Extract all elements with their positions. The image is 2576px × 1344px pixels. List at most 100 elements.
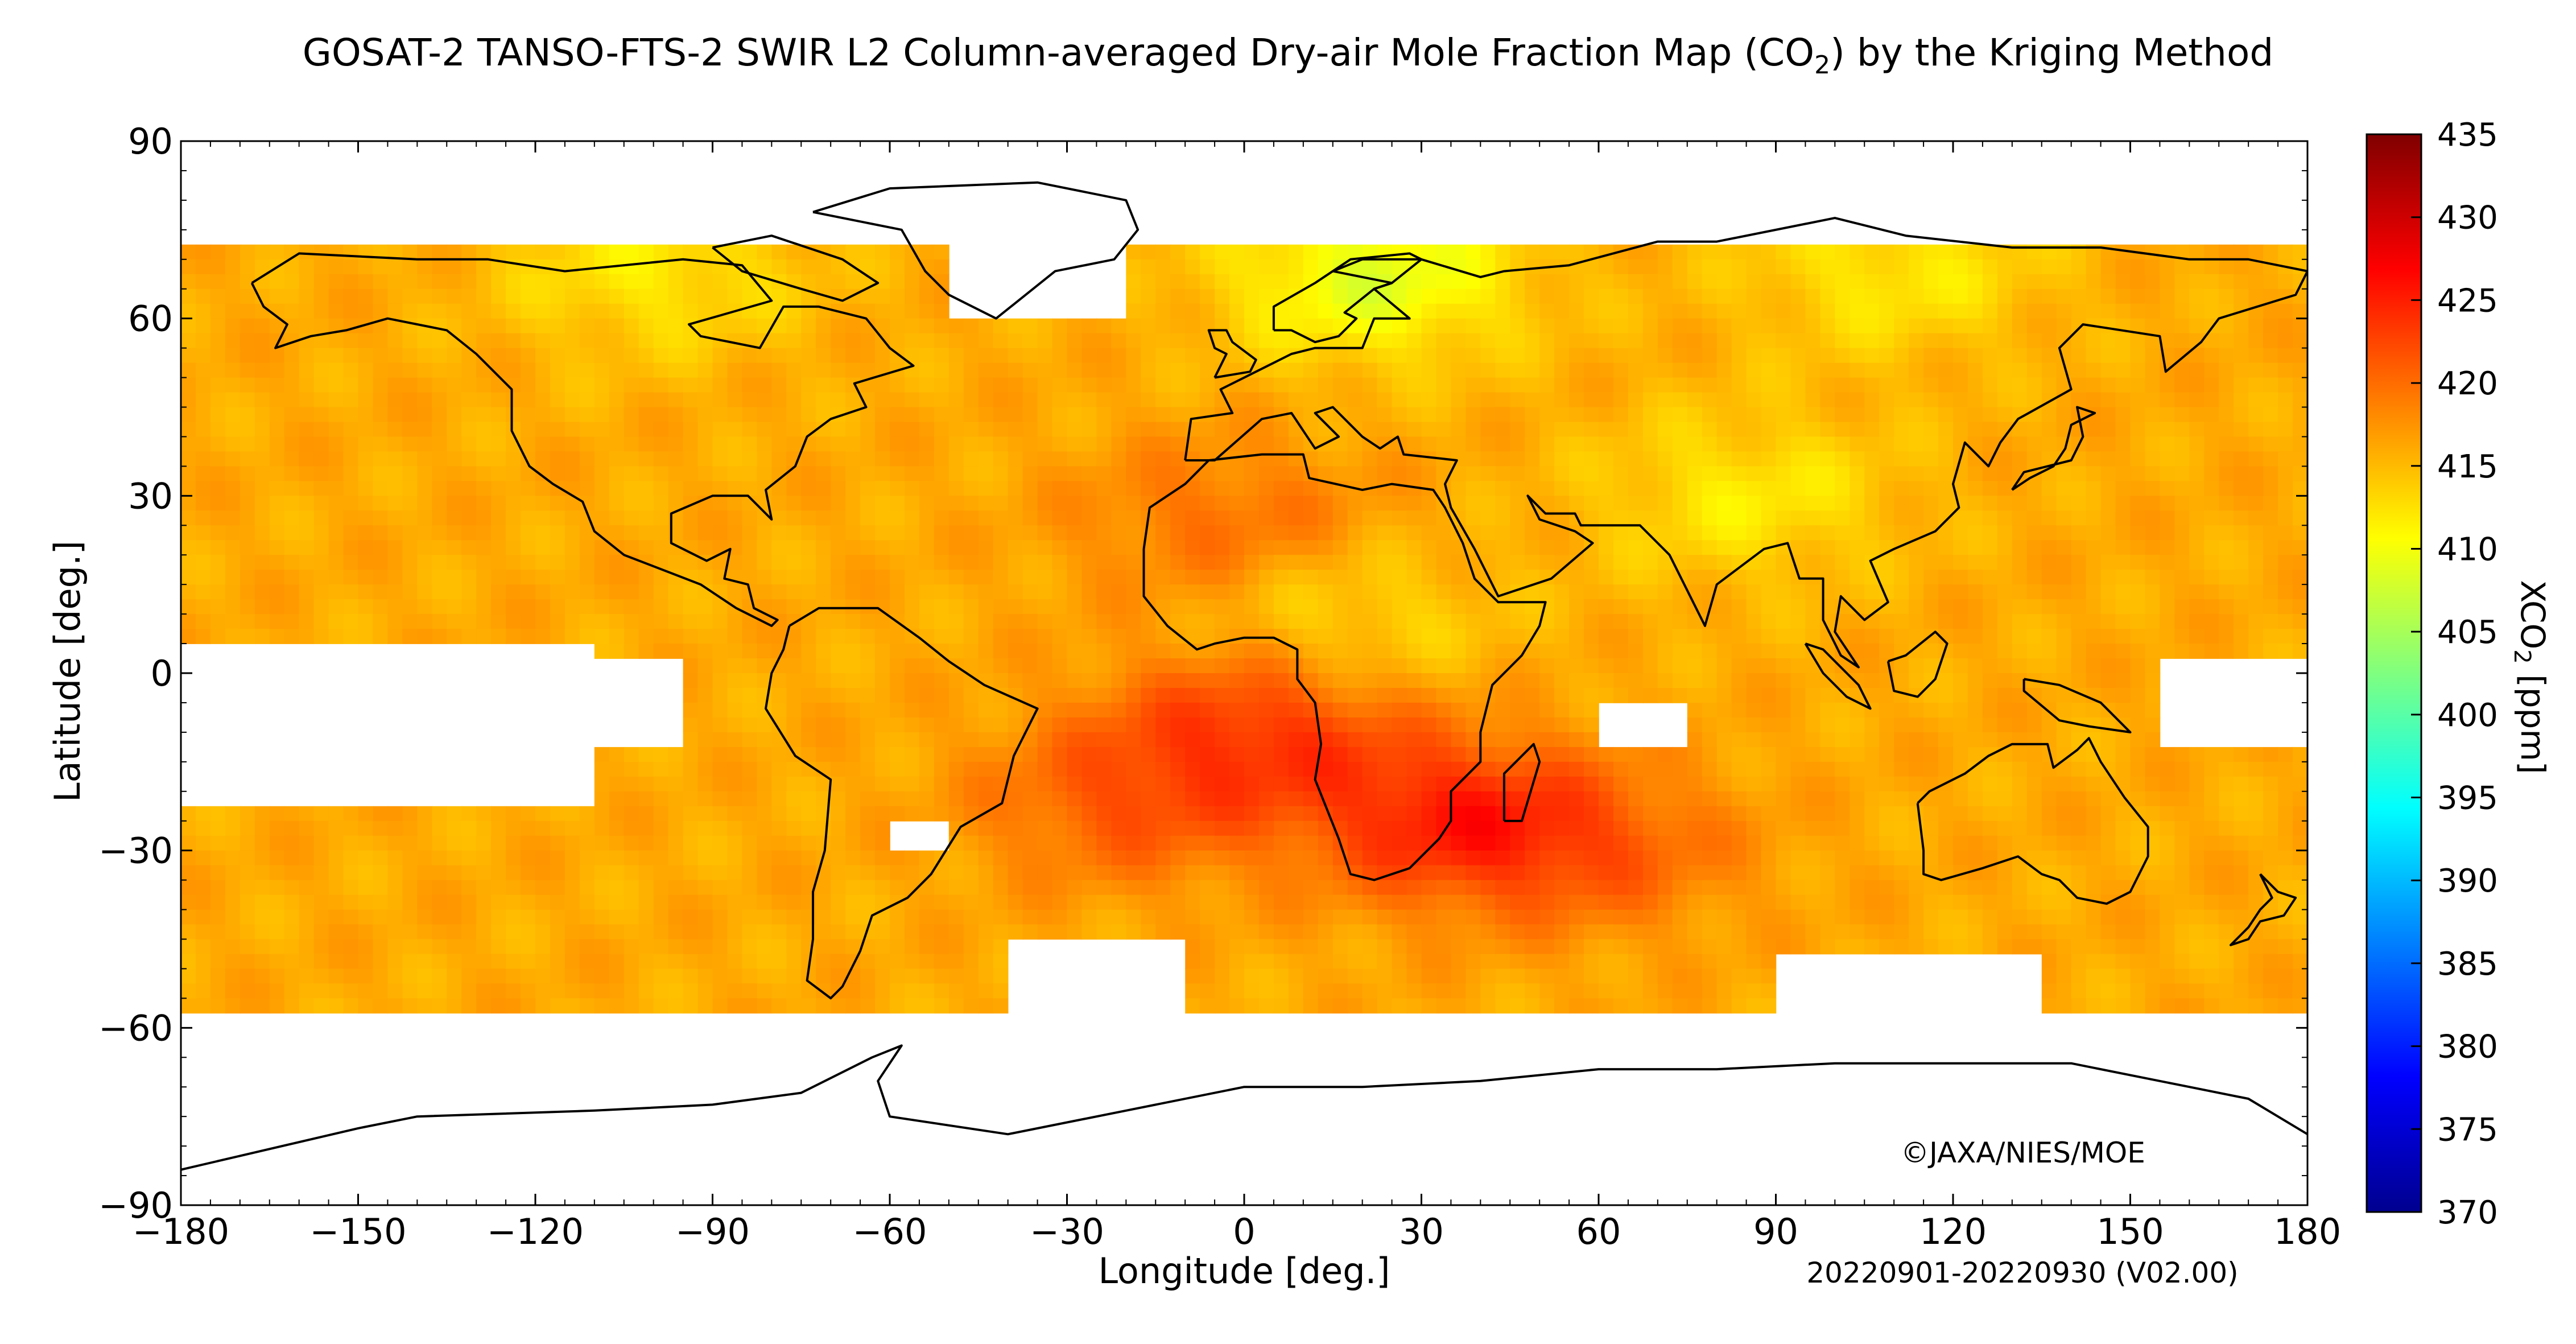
xco2-grid-cell: [1332, 629, 1348, 644]
xco2-grid-cell: [727, 481, 743, 497]
xco2-grid-cell: [1923, 614, 1939, 629]
xco2-grid-cell: [387, 599, 403, 615]
xco2-grid-cell: [1613, 614, 1629, 629]
xco2-grid-cell: [1820, 732, 1836, 748]
xco2-grid-cell: [712, 702, 728, 718]
xco2-grid-cell: [2145, 791, 2161, 807]
xco2-grid-cell: [1628, 791, 1644, 807]
xco2-grid-cell: [1923, 540, 1939, 556]
xco2-grid-cell: [1716, 732, 1732, 748]
xco2-grid-cell: [1569, 288, 1584, 304]
xco2-grid-cell: [2056, 629, 2072, 644]
xco2-grid-cell: [417, 466, 433, 482]
xco2-grid-cell: [1022, 747, 1038, 762]
xco2-grid-cell: [1273, 776, 1289, 792]
xco2-grid-cell: [1894, 599, 1909, 615]
xco2-grid-cell: [284, 510, 300, 526]
xco2-grid-cell: [1923, 362, 1939, 378]
xco2-grid-cell: [254, 481, 270, 497]
xco2-grid-cell: [1761, 555, 1777, 570]
xco2-grid-cell: [1746, 525, 1762, 541]
xco2-grid-cell: [1259, 688, 1274, 703]
xco2-grid-cell: [1554, 555, 1570, 570]
xco2-grid-cell: [1022, 629, 1038, 644]
xco2-grid-cell: [1746, 791, 1762, 807]
xco2-grid-cell: [210, 318, 226, 334]
xco2-grid-cell: [1318, 673, 1334, 689]
xco2-grid-cell: [875, 584, 890, 600]
xco2-grid-cell: [1259, 348, 1274, 364]
xco2-grid-cell: [447, 303, 463, 319]
xco2-grid-cell: [1436, 333, 1452, 349]
xco2-grid-cell: [2056, 644, 2072, 659]
xco2-grid-cell: [1185, 496, 1200, 512]
xco2-grid-cell: [875, 496, 890, 512]
xco2-grid-cell: [447, 362, 463, 378]
xco2-grid-cell: [845, 717, 861, 733]
xco2-grid-cell: [1170, 644, 1186, 659]
xco2-grid-cell: [1229, 392, 1245, 408]
xco2-grid-cell: [1687, 644, 1703, 659]
xco2-grid-cell: [934, 244, 950, 260]
xco2-grid-cell: [1421, 540, 1437, 556]
xco2-grid-cell: [1141, 732, 1157, 748]
xco2-grid-cell: [1716, 584, 1732, 600]
xco2-grid-cell: [1480, 644, 1496, 659]
xco2-grid-cell: [2026, 747, 2042, 762]
xco2-grid-cell: [1332, 614, 1348, 629]
xco2-grid-cell: [1569, 747, 1584, 762]
xco2-grid-cell: [2056, 525, 2072, 541]
xco2-grid-cell: [1303, 288, 1319, 304]
xco2-grid-cell: [1185, 732, 1200, 748]
xco2-grid-cell: [1244, 333, 1260, 349]
xco2-grid-cell: [1421, 658, 1437, 674]
xco2-grid-cell: [2189, 791, 2205, 807]
xco2-grid-cell: [313, 570, 329, 585]
xco2-grid-cell: [476, 259, 492, 275]
xco2-grid-cell: [1303, 555, 1319, 570]
xco2-grid-cell: [521, 496, 536, 512]
xco2-grid-cell: [343, 436, 359, 452]
xco2-grid-cell: [1170, 407, 1186, 423]
xco2-grid-cell: [697, 688, 713, 703]
xco2-grid-cell: [1850, 570, 1865, 585]
xco2-grid-cell: [2145, 688, 2161, 703]
xco2-grid-cell: [196, 584, 211, 600]
xco2-grid-cell: [2071, 288, 2087, 304]
xco2-grid-cell: [2041, 540, 2057, 556]
xco2-grid-cell: [1599, 570, 1614, 585]
xco2-grid-cell: [1244, 629, 1260, 644]
xco2-grid-cell: [978, 451, 994, 467]
xco2-grid-cell: [358, 362, 374, 378]
xco2-grid-cell: [447, 525, 463, 541]
xco2-grid-cell: [771, 436, 787, 452]
xco2-grid-cell: [358, 377, 374, 393]
xco2-grid-cell: [1864, 732, 1880, 748]
xco2-grid-cell: [1436, 481, 1452, 497]
xco2-grid-cell: [742, 377, 758, 393]
xco2-grid-cell: [1406, 348, 1422, 364]
xco2-grid-cell: [2115, 288, 2131, 304]
xco2-grid-cell: [550, 451, 565, 467]
xco2-grid-cell: [1362, 614, 1378, 629]
xco2-grid-cell: [1037, 717, 1053, 733]
xco2-grid-cell: [535, 540, 551, 556]
xco2-grid-cell: [1864, 584, 1880, 600]
xco2-grid-cell: [2086, 673, 2102, 689]
xco2-grid-cell: [831, 392, 846, 408]
xco2-grid-cell: [742, 481, 758, 497]
xco2-grid-cell: [1525, 525, 1540, 541]
xco2-grid-cell: [1790, 584, 1806, 600]
xco2-grid-cell: [313, 259, 329, 275]
xco2-grid-cell: [2234, 407, 2249, 423]
xco2-grid-cell: [240, 348, 255, 364]
xco2-grid-cell: [1126, 555, 1142, 570]
xco2-grid-cell: [653, 244, 669, 260]
xco2-grid-cell: [1421, 584, 1437, 600]
xco2-grid-cell: [1451, 747, 1467, 762]
xco2-grid-cell: [1894, 510, 1909, 526]
xco2-grid-cell: [1539, 673, 1555, 689]
xco2-grid-cell: [181, 303, 196, 319]
xco2-grid-cell: [2189, 392, 2205, 408]
xco2-grid-cell: [1229, 274, 1245, 290]
